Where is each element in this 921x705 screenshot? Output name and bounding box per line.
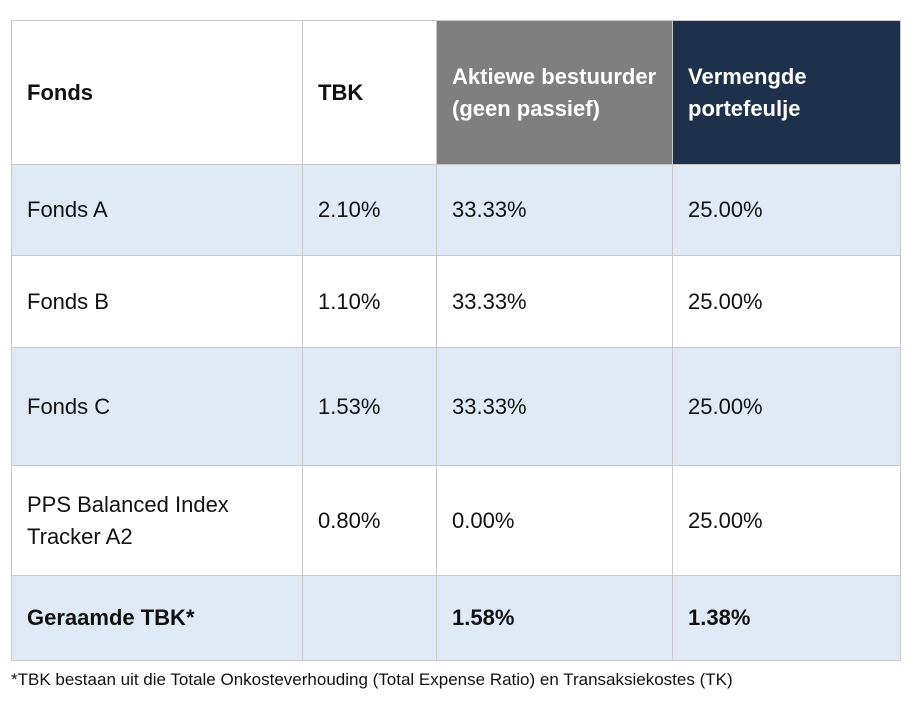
total-active-cell: 1.58% <box>436 575 673 661</box>
total-tbk-cell <box>302 575 437 661</box>
header-tbk: TBK <box>302 20 437 165</box>
tbk-cell: 2.10% <box>302 164 437 256</box>
table-row: Fonds A 2.10% 33.33% 25.00% <box>11 164 901 256</box>
header-row: Fonds TBK Aktiewe bestuurder (geen passi… <box>11 20 901 165</box>
fund-name-cell: Fonds C <box>11 347 303 466</box>
blended-weight-cell: 25.00% <box>672 164 901 256</box>
active-weight-cell: 0.00% <box>436 465 673 576</box>
tbk-cell: 1.10% <box>302 255 437 348</box>
header-fonds: Fonds <box>11 20 303 165</box>
table-row: Fonds C 1.53% 33.33% 25.00% <box>11 347 901 466</box>
active-weight-cell: 33.33% <box>436 347 673 466</box>
tbk-cell: 0.80% <box>302 465 437 576</box>
total-blended-cell: 1.38% <box>672 575 901 661</box>
table-row: PPS Balanced Index Tracker A2 0.80% 0.00… <box>11 465 901 576</box>
total-label-cell: Geraamde TBK* <box>11 575 303 661</box>
header-active-manager: Aktiewe bestuurder (geen passief) <box>436 20 673 165</box>
fund-name-cell: PPS Balanced Index Tracker A2 <box>11 465 303 576</box>
header-blended-portfolio: Vermengde portefeulje <box>672 20 901 165</box>
tbk-cell: 1.53% <box>302 347 437 466</box>
fund-name-cell: Fonds B <box>11 255 303 348</box>
fund-cost-table: Fonds TBK Aktiewe bestuurder (geen passi… <box>11 20 901 661</box>
blended-weight-cell: 25.00% <box>672 347 901 466</box>
active-weight-cell: 33.33% <box>436 164 673 256</box>
active-weight-cell: 33.33% <box>436 255 673 348</box>
blended-weight-cell: 25.00% <box>672 255 901 348</box>
fund-name-cell: Fonds A <box>11 164 303 256</box>
total-row: Geraamde TBK* 1.58% 1.38% <box>11 575 901 661</box>
footnote: *TBK bestaan uit die Totale Onkosteverho… <box>11 670 733 689</box>
table-row: Fonds B 1.10% 33.33% 25.00% <box>11 255 901 348</box>
blended-weight-cell: 25.00% <box>672 465 901 576</box>
